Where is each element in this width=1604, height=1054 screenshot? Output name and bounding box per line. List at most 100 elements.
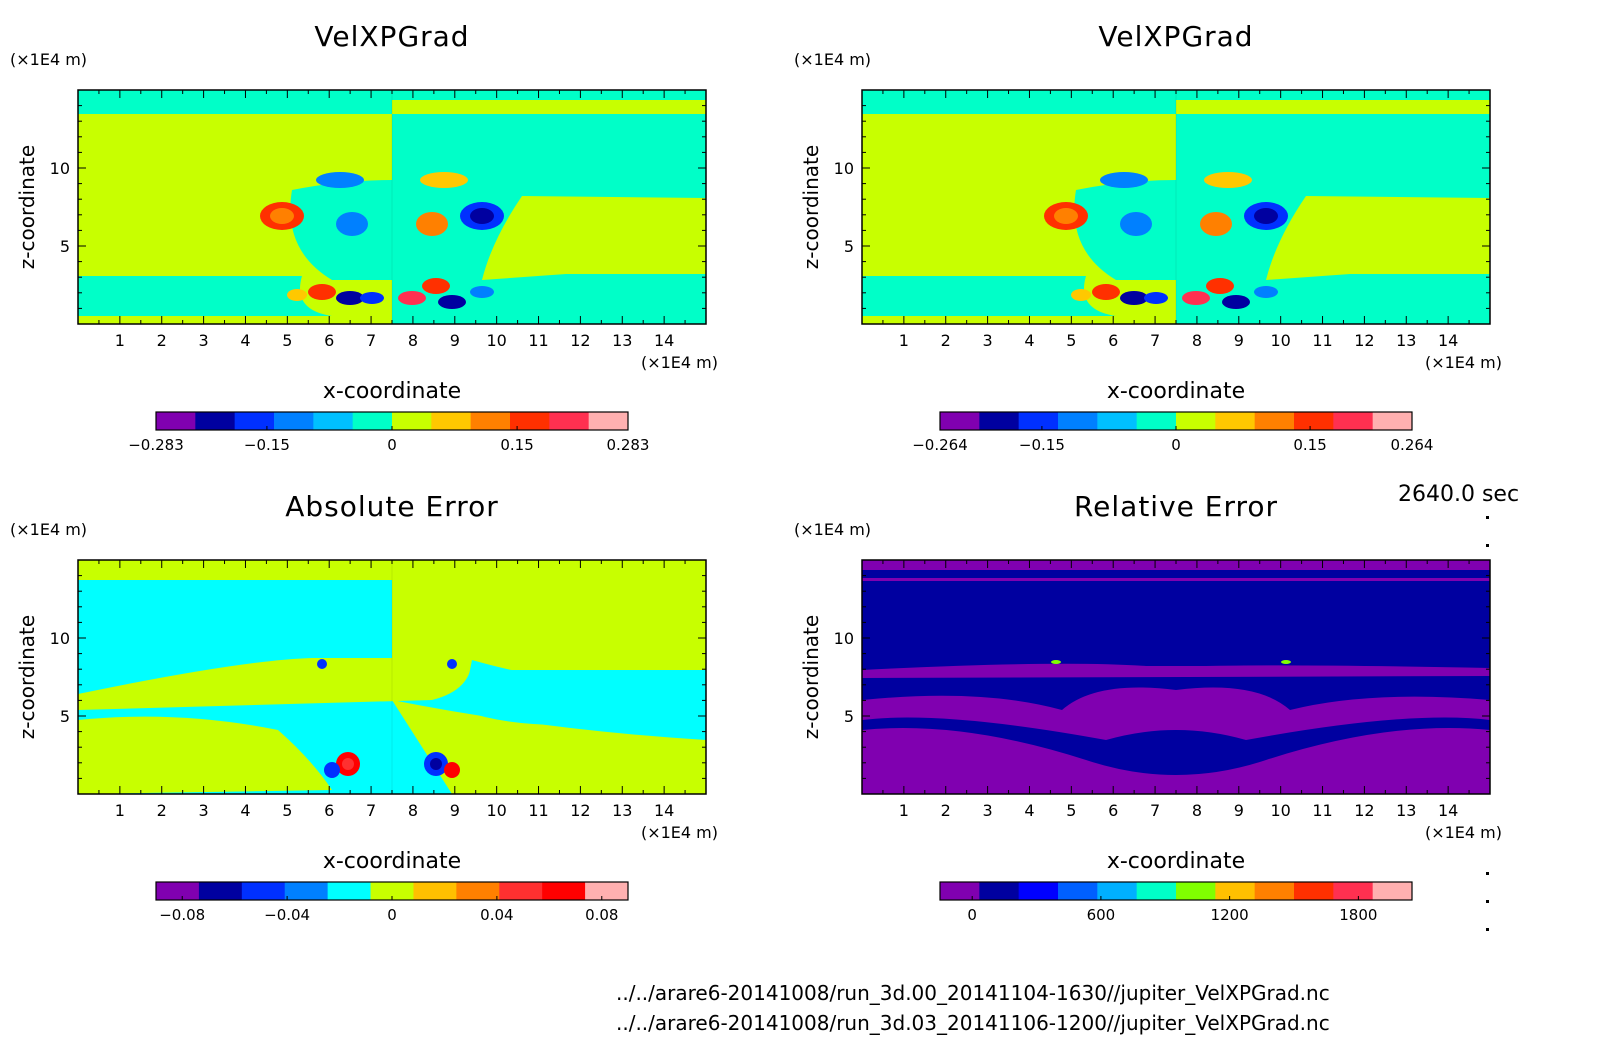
x-tick-label: 6 [324,801,334,820]
colorbar-segment [456,882,500,900]
colorbar-segment [470,412,511,430]
x-tick-label: 5 [282,801,292,820]
x-tick-label: 2 [157,331,167,350]
x-tick-label: 5 [282,331,292,350]
x-tick-label: 8 [408,331,418,350]
colorbar-tick-label: −0.15 [1019,436,1065,454]
y-tick-label: 5 [60,237,70,256]
colorbar-segment [1058,412,1098,430]
colorbar-segment [585,882,629,900]
x-tick-label: 13 [1396,331,1416,350]
contour-field [78,560,706,794]
marker-dot [1486,544,1489,547]
x-unit-label: (×1E4 m) [1425,823,1502,842]
file-paths: ../../arare6-20141008/run_3d.00_20141104… [616,978,1330,1038]
colorbar: −0.08 −0.04 0 0.04 0.08 [155,881,629,924]
y-axis-label: z-coordinate [15,145,39,269]
colorbar-segment [392,412,432,430]
colorbar-tick-label: 0.283 [607,436,650,454]
colorbar-tick-label: 0.04 [480,906,513,924]
colorbar-segment [195,412,236,430]
colorbar-segment [370,882,414,900]
colorbar-segment [542,882,586,900]
x-tick-label: 1 [115,331,125,350]
panel-title: Relative Error [1073,490,1279,523]
x-tick-label: 1 [899,801,909,820]
x-tick-label: 6 [1108,331,1118,350]
colorbar-segment [431,412,472,430]
colorbar-tick-label: 0 [1171,436,1181,454]
contour-field [78,90,706,324]
time-label: 2640.0 sec [1398,482,1520,507]
y-tick-label: 10 [50,159,70,178]
y-tick-label: 10 [834,159,854,178]
colorbar-tick-label: 0 [387,436,397,454]
file-path-1: ../../arare6-20141008/run_3d.00_20141104… [616,981,1330,1005]
x-tick-label: 9 [1234,801,1244,820]
colorbar-segment [1333,412,1374,430]
colorbar-tick-label: −0.264 [912,436,968,454]
x-tick-label: 9 [1234,331,1244,350]
colorbar-tick-label: 1800 [1339,906,1377,924]
colorbar-tick-label: −0.08 [159,906,205,924]
colorbar-tick-label: −0.15 [244,436,290,454]
x-tick-label: 2 [941,331,951,350]
colorbar-segment [156,412,196,430]
colorbar-segment [352,412,393,430]
panel-title: Absolute Error [285,490,499,523]
marker-dot [1486,516,1489,519]
colorbar: −0.283 −0.15 0 0.15 0.283 [128,411,650,454]
x-tick-label: 5 [1066,331,1076,350]
colorbar-segment [284,882,329,900]
panel-absolute-error: Absolute Error (×1E4 m) 1 2 3 4 5 6 7 8 9 10 11 12 1… [0,470,780,940]
x-tick-label: 12 [1354,331,1374,350]
x-tick-label: 13 [612,331,632,350]
x-tick-label: 11 [1312,331,1332,350]
colorbar-segment [549,412,590,430]
panel-relative-error: Relative Error (×1E4 m) 1 2 3 4 5 6 7 8 9 10 11 12 1… [784,470,1564,940]
colorbar-segment [234,412,275,430]
y-axis-label: z-coordinate [799,615,823,739]
x-axis-label: x-coordinate [323,849,461,874]
colorbar-segment [940,882,980,900]
colorbar-segment [979,412,1020,430]
x-tick-label: 10 [1270,331,1290,350]
colorbar-tick-label: 0.264 [1391,436,1434,454]
y-tick-label: 5 [844,707,854,726]
panel-title: VelXPGrad [1098,20,1254,53]
x-axis-label: x-coordinate [1107,379,1245,404]
x-tick-label: 2 [157,801,167,820]
x-tick-label: 9 [450,801,460,820]
x-tick-label: 10 [486,331,506,350]
x-tick-label: 7 [1150,331,1160,350]
colorbar-segment [413,882,457,900]
y-tick-label: 5 [60,707,70,726]
colorbar-tick-label: −0.283 [128,436,184,454]
y-tick-label: 10 [50,629,70,648]
x-tick-label: 6 [1108,801,1118,820]
colorbar-tick-label: 600 [1087,906,1116,924]
x-tick-label: 10 [486,801,506,820]
y-unit-label: (×1E4 m) [794,520,872,539]
x-tick-label: 3 [199,801,209,820]
colorbar-segment [1176,412,1216,430]
colorbar-segment [1372,412,1413,430]
x-tick-label: 8 [408,801,418,820]
colorbar-tick-label: 0.15 [500,436,533,454]
x-tick-label: 7 [1150,801,1160,820]
colorbar-tick-label: 0.15 [1293,436,1326,454]
contour-field [862,90,1490,324]
colorbar-segment [1333,882,1374,900]
colorbar-segment [1294,412,1334,430]
x-tick-label: 14 [654,801,674,820]
x-tick-label: 7 [366,331,376,350]
contour-field [862,560,1490,794]
x-tick-label: 4 [1024,331,1034,350]
x-tick-label: 2 [941,801,951,820]
y-unit-label: (×1E4 m) [10,50,88,69]
y-axis-label: z-coordinate [799,145,823,269]
colorbar-tick-label: −0.04 [264,906,310,924]
x-tick-label: 1 [899,331,909,350]
